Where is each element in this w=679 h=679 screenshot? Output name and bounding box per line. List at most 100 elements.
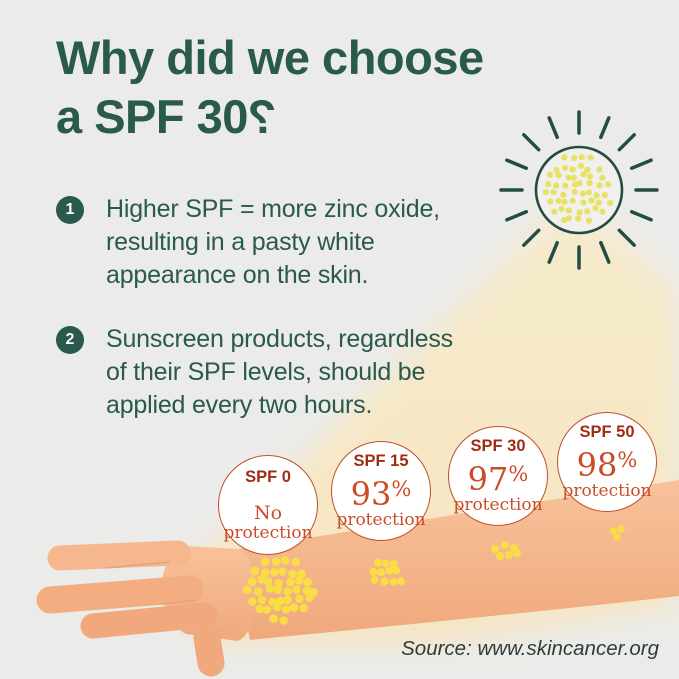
dot — [596, 166, 603, 173]
spf-bubble-30-value: 97% — [467, 460, 529, 498]
dot — [278, 567, 287, 576]
dot — [381, 559, 390, 568]
spf-bubble-0-sub: protection — [223, 522, 313, 543]
dot — [288, 569, 298, 579]
thumb — [193, 624, 225, 677]
spf-bubble-50: SPF 50 98% protection — [557, 412, 657, 512]
dot — [593, 192, 600, 199]
dot — [577, 162, 585, 169]
dot — [294, 576, 304, 585]
dot — [286, 577, 295, 587]
dot — [586, 180, 593, 187]
point-2: 2 Sunscreen products, regardless of thei… — [56, 323, 453, 422]
dot — [513, 549, 521, 557]
point-2-text: Sunscreen products, regardless of their … — [106, 325, 453, 419]
point-1-text: Higher SPF = more zinc oxide, resulting … — [106, 195, 440, 289]
dot — [553, 182, 560, 189]
dot — [369, 567, 378, 576]
sun-ray — [599, 240, 611, 264]
spf-bubble-50-sub: protection — [562, 481, 652, 501]
sun-ray — [522, 228, 541, 247]
dot — [561, 198, 568, 205]
dot — [263, 577, 273, 586]
dot — [587, 173, 594, 180]
sun-ray — [547, 240, 559, 264]
sun-ray — [505, 210, 529, 222]
dot — [389, 560, 398, 568]
sun-ray — [617, 133, 636, 152]
dot — [592, 205, 599, 212]
dot — [585, 189, 593, 196]
title-line-2: a SPF 30? — [56, 87, 484, 146]
dot — [299, 603, 309, 613]
dot — [274, 578, 284, 588]
dot — [547, 198, 554, 205]
title-line-1: Why did we choose — [56, 31, 484, 84]
spf-bubble-15-value: 93% — [350, 475, 412, 513]
sun-ray — [599, 116, 611, 140]
spf-bubble-15-sub: protection — [336, 510, 426, 530]
dot — [569, 197, 576, 204]
sun-ray — [629, 158, 653, 170]
source-attribution: Source: www.skincancer.org — [401, 637, 659, 660]
dot — [273, 585, 283, 594]
dot — [272, 602, 282, 612]
dot — [377, 568, 386, 577]
dot — [599, 174, 606, 181]
finger — [36, 575, 204, 614]
sun-zinc-dots — [542, 154, 614, 224]
dot — [599, 208, 606, 215]
dot — [613, 533, 621, 541]
dot — [585, 217, 593, 224]
point-1-number-badge: 1 — [56, 196, 84, 224]
spf-bubble-15: SPF 15 93% protection — [331, 441, 431, 541]
spf-bubble-30-sub: protection — [453, 495, 543, 515]
dot — [576, 209, 583, 216]
dot — [247, 577, 257, 586]
page-title: Why did we choose a SPF 30? — [56, 28, 484, 146]
dot — [305, 593, 314, 603]
dot — [292, 585, 301, 594]
sun-ray — [629, 210, 653, 222]
dot — [380, 577, 389, 586]
spf-bubble-50-value: 98% — [576, 446, 638, 484]
dot — [389, 577, 398, 586]
dot — [617, 525, 625, 533]
dot — [575, 215, 582, 222]
sun-ray — [547, 116, 559, 140]
dot — [571, 188, 578, 195]
spf-bubble-0-value: No — [253, 501, 283, 524]
dot — [269, 614, 278, 623]
hand-crease — [159, 599, 199, 605]
dot — [260, 557, 270, 567]
dot — [596, 182, 603, 189]
dot — [385, 566, 394, 575]
dot — [579, 190, 586, 197]
spf-bubble-30: SPF 30 97% protection — [448, 426, 548, 526]
dot — [257, 595, 267, 605]
point-1: 1 Higher SPF = more zinc oxide, resultin… — [56, 193, 440, 292]
dot — [571, 154, 578, 162]
dot — [570, 174, 577, 181]
dot — [609, 527, 617, 535]
dot — [297, 569, 306, 579]
dot — [584, 166, 591, 173]
sun-ray — [522, 133, 541, 152]
dot — [601, 192, 609, 199]
dot — [562, 182, 569, 189]
dot — [546, 171, 554, 178]
dot — [295, 594, 304, 603]
dot — [569, 166, 576, 173]
dot — [370, 575, 379, 584]
dot — [250, 566, 260, 576]
dot — [271, 557, 281, 566]
spf-bubble-50-label: SPF 50 — [579, 423, 635, 441]
dot — [279, 616, 288, 625]
dot — [607, 200, 614, 207]
dot — [587, 154, 594, 161]
dot — [605, 181, 612, 188]
sun-ray — [617, 228, 636, 247]
dot — [491, 545, 499, 553]
dot — [578, 154, 585, 161]
